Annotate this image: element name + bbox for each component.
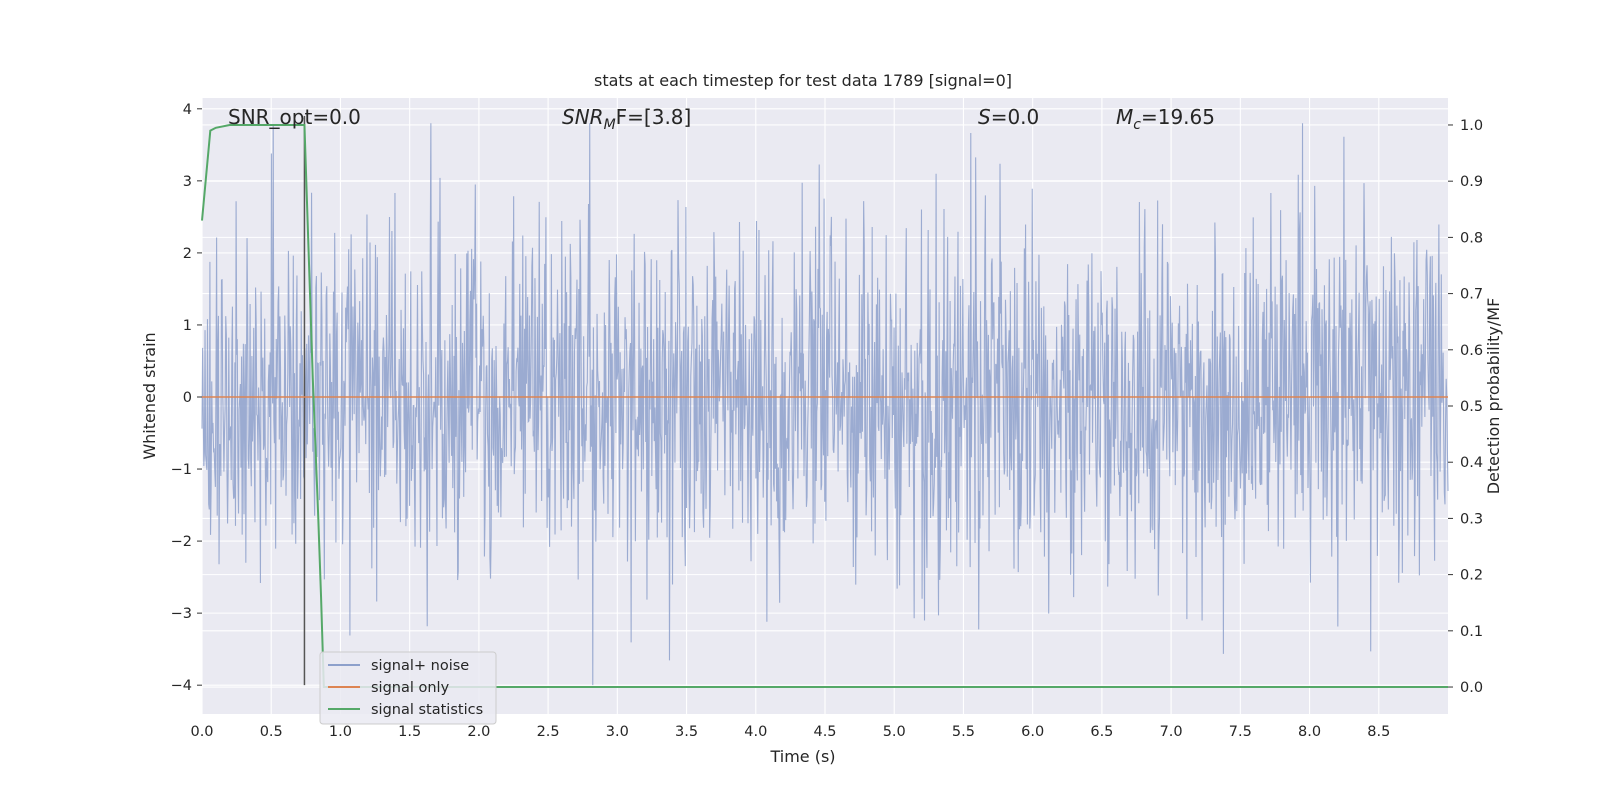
- y-tick-label: 3: [183, 174, 192, 190]
- y2-tick-label: 0.6: [1460, 343, 1483, 359]
- y2-tick-label: 0.8: [1460, 230, 1483, 246]
- annotation-s-base: S: [978, 105, 991, 129]
- x-tick-label: 8.0: [1298, 724, 1321, 740]
- annotation-s: S=0.0: [978, 105, 1039, 129]
- x-tick-label: 1.5: [398, 724, 421, 740]
- y2-tick-label: 0.2: [1460, 568, 1483, 584]
- annotation-mc-base: M: [1116, 105, 1133, 129]
- y-tick-label: 2: [183, 246, 192, 262]
- y2-tick-label: 0.9: [1460, 174, 1483, 190]
- x-tick-label: 2.0: [467, 724, 490, 740]
- y-tick-label: 1: [183, 318, 192, 334]
- series-signal-statistics: [201, 123, 1448, 689]
- y2-tick-label: 0.3: [1460, 511, 1483, 527]
- x-tick-label: 0.5: [260, 724, 283, 740]
- y-tick-label: −3: [171, 606, 192, 622]
- x-tick-label: 3.0: [606, 724, 629, 740]
- tick-labels: 0.0 0.5 1.0 1.5 2.0 2.5 3.0 3.5 4.0 4.5 5.0 5.5 6.0 6…: [171, 102, 1483, 740]
- annotation-s-rest: =0.0: [991, 105, 1040, 129]
- annotation-mc: Mc=19.65: [1116, 105, 1215, 133]
- x-tick-label: 4.0: [744, 724, 767, 740]
- y-tick-label: 0: [183, 390, 192, 406]
- x-tick-label: 7.5: [1229, 724, 1252, 740]
- legend-label-signal-statistics: signal statistics: [371, 702, 483, 718]
- annotation-mc-rest: =19.65: [1141, 105, 1215, 129]
- legend-label-signal-only: signal only: [371, 680, 450, 696]
- x-tick-label: 4.5: [813, 724, 836, 740]
- x-tick-label: 8.5: [1367, 724, 1390, 740]
- x-tick-label: 0.0: [190, 724, 213, 740]
- y2-tick-label: 0.0: [1460, 680, 1483, 696]
- x-tick-label: 5.5: [952, 724, 975, 740]
- legend-label-signal-noise: signal+ noise: [371, 658, 469, 674]
- annotation-snr-mf-rest: F=[3.8]: [616, 105, 692, 129]
- x-tick-label: 3.5: [675, 724, 698, 740]
- annotation-snr-mf-sub: M: [604, 117, 616, 133]
- series-signal-noise: [201, 123, 1449, 686]
- annotation-mc-sub: c: [1133, 117, 1141, 133]
- y2-tick-label: 0.1: [1460, 624, 1483, 640]
- y-tick-label: −1: [171, 462, 192, 478]
- x-tick-label: 7.0: [1160, 724, 1183, 740]
- annotation-snr-mf: SNRMF=[3.8]: [562, 105, 691, 133]
- legend: signal+ noise signal only signal statist…: [319, 651, 497, 725]
- x-tick-label: 6.5: [1090, 724, 1113, 740]
- x-tick-label: 5.0: [883, 724, 906, 740]
- y2-tick-label: 0.4: [1460, 455, 1483, 471]
- y-axis-title: Whitened strain: [140, 332, 159, 459]
- y-tick-label: −4: [171, 678, 192, 694]
- x-tick-label: 1.0: [329, 724, 352, 740]
- y-tick-label: 4: [183, 102, 192, 118]
- series-layer: [201, 116, 1449, 689]
- y2-tick-label: 0.5: [1460, 399, 1483, 415]
- chart-title: stats at each timestep for test data 178…: [594, 71, 1012, 90]
- y-tick-label: −2: [171, 534, 192, 550]
- annotation-snr-mf-base: SNR: [562, 105, 604, 129]
- x-axis-title: Time (s): [769, 747, 835, 766]
- legend-box: [319, 651, 497, 725]
- y2-axis-title: Detection probability/MF: [1484, 298, 1503, 495]
- annotation-snr-opt: SNR_opt=0.0: [228, 105, 361, 129]
- x-tick-label: 6.0: [1021, 724, 1044, 740]
- y2-tick-label: 1.0: [1460, 118, 1483, 134]
- y2-tick-label: 0.7: [1460, 287, 1483, 303]
- x-tick-label: 2.5: [537, 724, 560, 740]
